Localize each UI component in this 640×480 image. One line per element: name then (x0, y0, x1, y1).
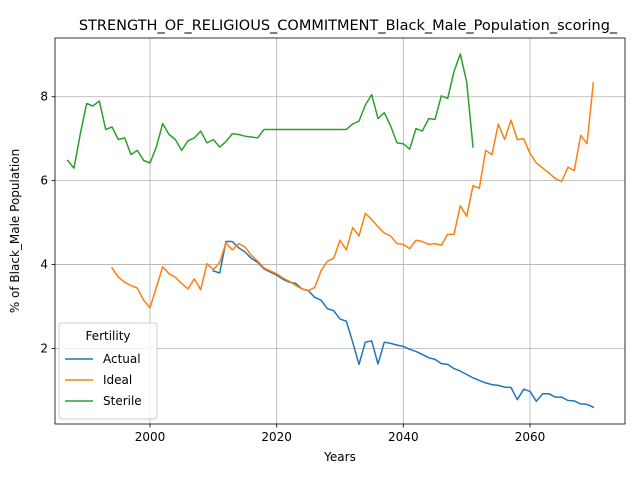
x-axis: 2000 2020 2040 2060 (135, 424, 546, 444)
y-tick-label: 8 (40, 90, 48, 104)
legend-label-sterile: Sterile (103, 394, 142, 408)
y-tick-label: 2 (40, 341, 48, 355)
y-tick-label: 4 (40, 258, 48, 272)
series-line-sterile (68, 54, 473, 168)
legend-title: Fertility (85, 329, 130, 343)
legend-label-ideal: Ideal (103, 373, 132, 387)
y-axis-label: % of Black_Male Population (8, 149, 22, 313)
x-axis-label: Years (323, 450, 356, 464)
x-tick-label: 2020 (261, 430, 292, 444)
y-axis: 2 4 6 8 (40, 90, 55, 356)
x-tick-label: 2060 (515, 430, 546, 444)
x-tick-label: 2040 (388, 430, 419, 444)
legend-label-actual: Actual (103, 352, 141, 366)
legend: Fertility Actual Ideal Sterile (59, 323, 157, 419)
y-tick-label: 6 (40, 174, 48, 188)
x-tick-label: 2000 (135, 430, 166, 444)
chart-title: STRENGTH_OF_RELIGIOUS_COMMITMENT_Black_M… (79, 18, 618, 34)
series-line-ideal (112, 83, 593, 308)
